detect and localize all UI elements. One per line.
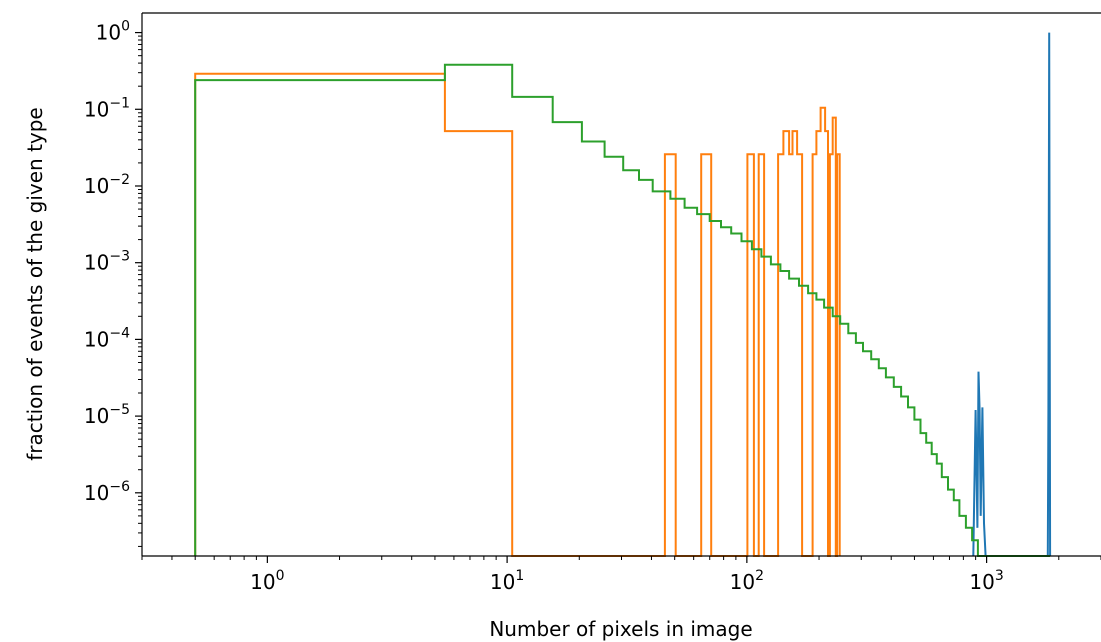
y-tick-label: 10−5 — [84, 402, 130, 428]
y-tick-label: 10−3 — [84, 249, 130, 275]
x-tick-label: 103 — [969, 568, 1003, 594]
series-layer — [194, 32, 1052, 557]
y-tick-label: 10−6 — [84, 479, 130, 505]
x-axis-label: Number of pixels in image — [489, 617, 752, 641]
x-tick-label: 100 — [250, 568, 284, 594]
y-tick-label: 10−1 — [84, 95, 130, 121]
series-2-line — [194, 63, 1051, 557]
series-1-line — [194, 72, 841, 557]
y-tick-label: 100 — [96, 19, 130, 45]
x-tick-label: 101 — [490, 568, 524, 594]
y-tick-label: 10−4 — [84, 325, 130, 351]
axes-layer: 100 101 102 103 100 10−1 10−2 10−3 10−4 10−5 10−6 — [84, 12, 1101, 594]
y-axis-label: fraction of events of the given type — [23, 107, 47, 460]
y-tick-label: 10−2 — [84, 172, 130, 198]
x-tick-label: 102 — [730, 568, 764, 594]
series-0-line — [972, 32, 1052, 557]
